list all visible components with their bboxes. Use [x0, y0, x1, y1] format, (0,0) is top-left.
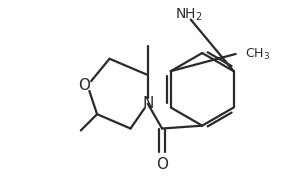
Text: O: O: [156, 157, 168, 172]
Text: N: N: [142, 96, 153, 111]
Text: O: O: [78, 78, 90, 93]
Text: CH$_3$: CH$_3$: [245, 46, 270, 61]
Text: NH$_2$: NH$_2$: [175, 7, 203, 23]
